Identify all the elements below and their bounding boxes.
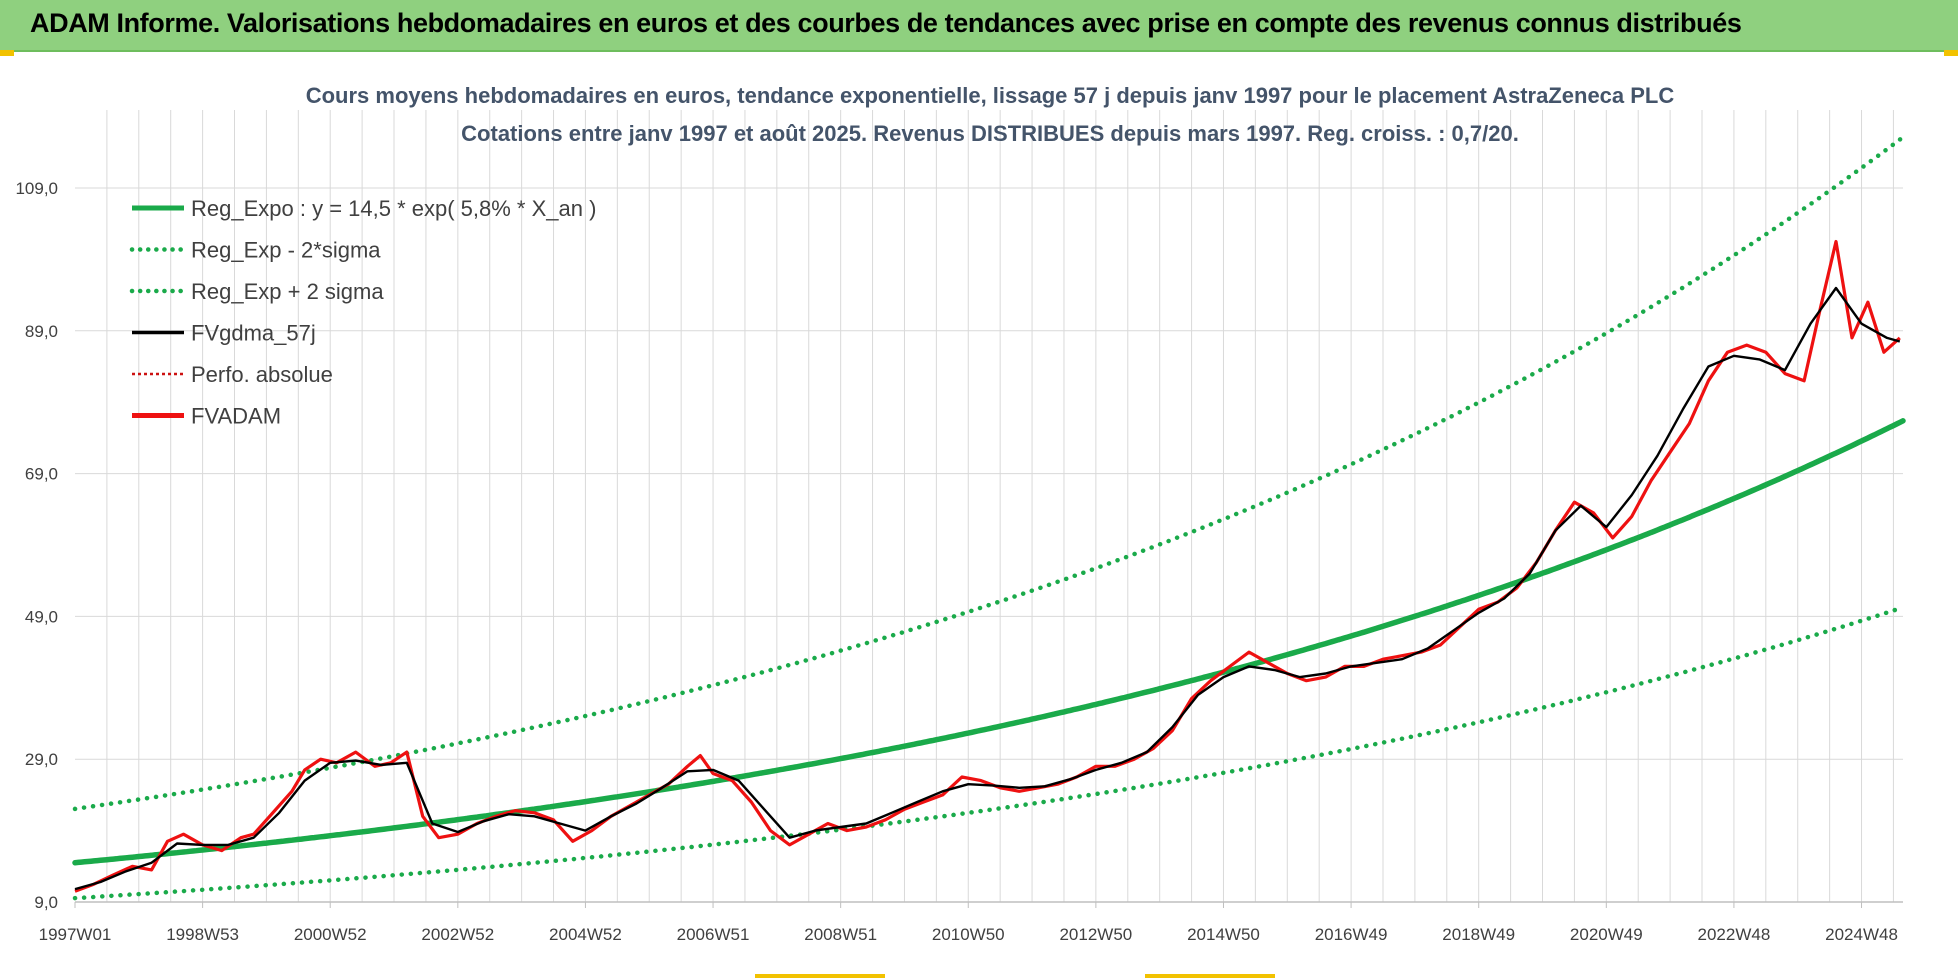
corner-mark-left — [0, 50, 14, 56]
x-tick-label: 2006W51 — [677, 925, 750, 944]
x-tick-label: 2014W50 — [1187, 925, 1260, 944]
report-banner: ADAM Informe. Valorisations hebdomadaire… — [0, 0, 1958, 52]
x-tick-label: 2010W50 — [932, 925, 1005, 944]
axis-layer: 9,0 29,0 49,0 69,0 89,0 109,0 1997W01 1998W53 20… — [15, 179, 1903, 944]
chart-subtitle: Cotations entre janv 1997 et août 2025. … — [461, 121, 1519, 146]
x-tick-label: 2024W48 — [1825, 925, 1898, 944]
x-tick-label: 2012W50 — [1059, 925, 1132, 944]
x-tick-label: 2018W49 — [1442, 925, 1515, 944]
x-tick-label: 2016W49 — [1315, 925, 1388, 944]
y-tick-label: 9,0 — [34, 893, 58, 912]
corner-mark-right — [1944, 50, 1958, 56]
x-tick-label: 2000W52 — [294, 925, 367, 944]
reg-expo-line — [72, 418, 1906, 866]
report-banner-title: ADAM Informe. Valorisations hebdomadaire… — [30, 8, 1742, 38]
x-tick-label: 2022W48 — [1698, 925, 1771, 944]
x-tick-label: 2002W52 — [421, 925, 494, 944]
fvgdma-line — [74, 286, 1901, 891]
legend-label-high: Reg_Exp + 2 sigma — [191, 279, 384, 304]
y-tick-label: 89,0 — [25, 322, 58, 341]
bottom-mark-2 — [1145, 974, 1275, 978]
y-tick-label: 69,0 — [25, 465, 58, 484]
legend-label-perf: Perfo. absolue — [191, 362, 333, 387]
y-tick-label: 29,0 — [25, 750, 58, 769]
legend-label-fv: FVgdma_57j — [191, 321, 316, 346]
bottom-mark-1 — [755, 974, 885, 978]
chart-title: Cours moyens hebdomadaires en euros, ten… — [306, 83, 1675, 108]
legend: Reg_Expo : y = 14,5 * exp( 5,8% * X_an )… — [129, 196, 596, 429]
y-tick-label: 49,0 — [25, 607, 58, 626]
legend-label-adam: FVADAM — [191, 404, 281, 429]
reg-minus-2sigma-line — [72, 605, 1906, 901]
x-tick-label: 2008W51 — [804, 925, 877, 944]
series-layer — [72, 134, 1906, 901]
grid-layer — [75, 110, 1903, 902]
fvadam-line — [74, 239, 1901, 893]
y-tick-label: 109,0 — [15, 179, 58, 198]
x-tick-label: 2004W52 — [549, 925, 622, 944]
x-tick-label: 2020W49 — [1570, 925, 1643, 944]
x-tick-label: 1998W53 — [166, 925, 239, 944]
x-tick-label: 1997W01 — [39, 925, 112, 944]
legend-label-reg: Reg_Expo : y = 14,5 * exp( 5,8% * X_an ) — [191, 196, 596, 221]
legend-label-low: Reg_Exp - 2*sigma — [191, 238, 381, 263]
reg-plus-2sigma-line — [72, 134, 1906, 812]
